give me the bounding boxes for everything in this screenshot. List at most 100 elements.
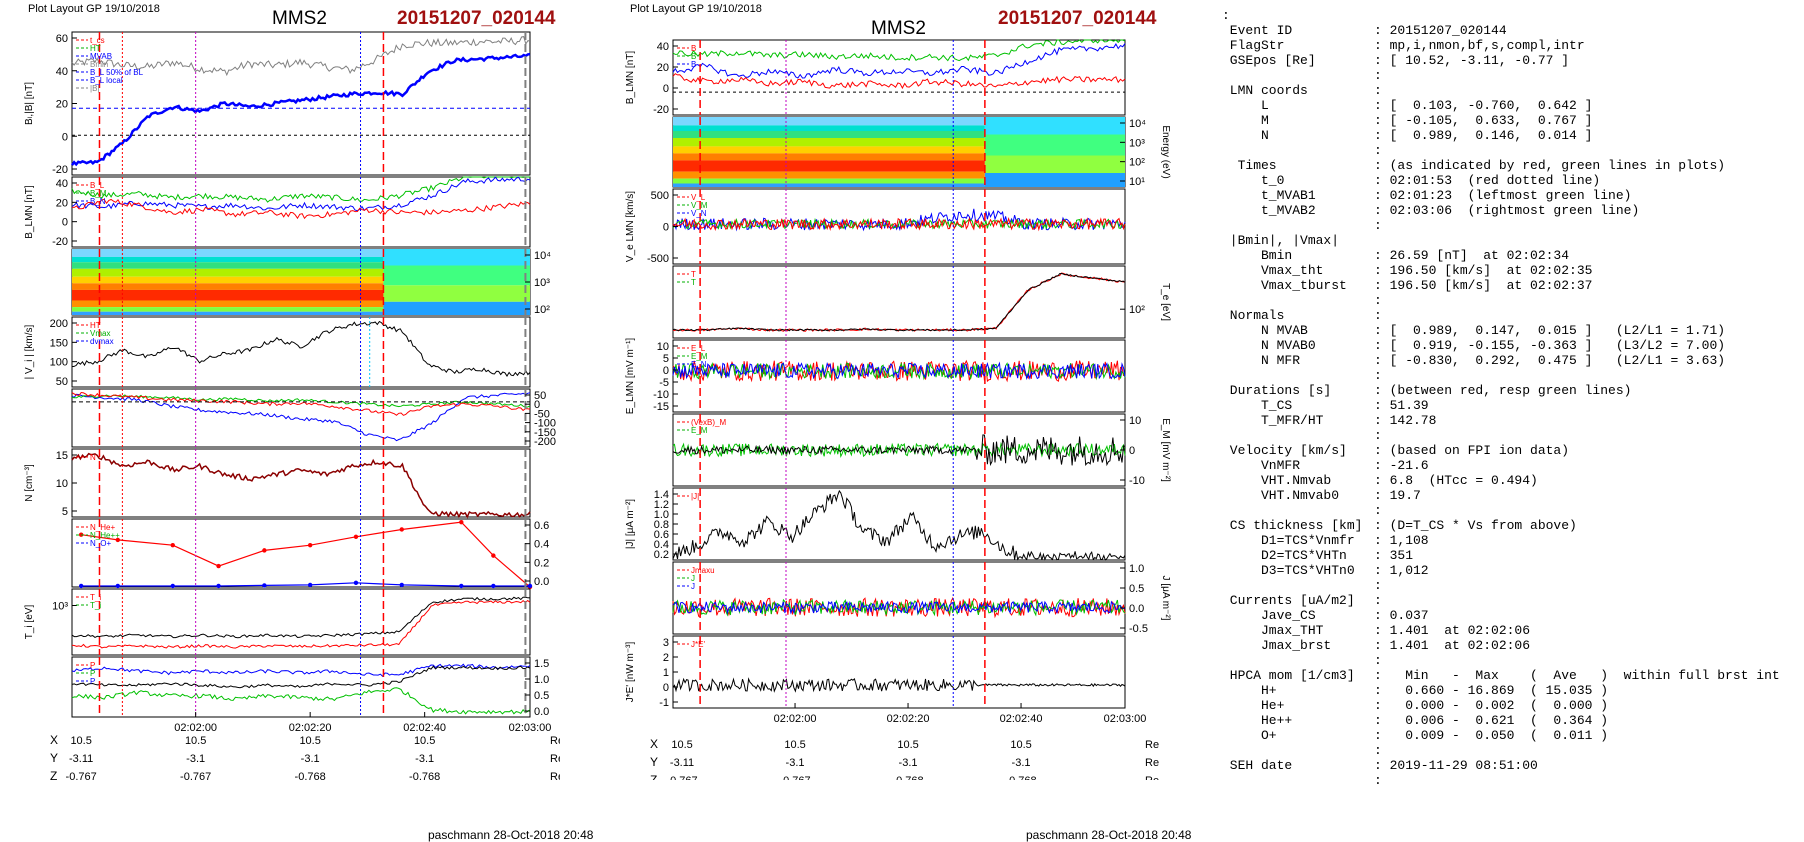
HePP-point [170,542,175,548]
spectrogram-band [984,155,1125,173]
info-value: : (D=T_CS * Vs from above) [1374,518,1577,533]
info-key: Event ID [1222,23,1293,38]
coord-value: 10.5 [414,735,435,747]
info-row: Bmin: 26.59 [nT] at 02:02:34 [1222,248,1780,263]
info-value: : [ -0.105, 0.633, 0.767 ] [1374,113,1593,128]
y-axis-label: V_e LMN [km/s] [625,191,636,262]
y-tick-label: -10 [1129,475,1145,487]
panel-frame [672,265,1126,339]
info-row: Durations [s]: (between red, resp green … [1222,383,1780,398]
info-value: : 02:03:06 (rightmost green line) [1374,203,1640,218]
series-ViL [71,392,531,442]
info-key: t_MVAB1 [1222,188,1316,203]
y-tick-label: 1 [663,667,669,679]
x-tick-label: 02:02:20 [887,713,930,725]
y-tick-label: 40 [56,178,68,190]
series-EN [672,361,1126,381]
panel-frame [672,561,1126,635]
coord-value: 10.5 [299,735,320,747]
info-row: : [1222,743,1780,758]
series-BN [71,198,531,220]
info-row: : [1222,143,1780,158]
info-value: : 1,012 [1374,563,1429,578]
coord-value: -3.11 [670,757,694,769]
y-tick-label: -500 [647,253,669,265]
legend-label: N_He++ [90,531,120,540]
HePP-point [262,548,267,553]
y-tick-label: 1.2 [654,499,669,511]
info-row: D1=TCS*Vnmfr: 1,108 [1222,533,1780,548]
info-value: : mp,i,nmon,bf,s,compl,intr [1374,38,1585,53]
info-key: D2=TCS*VHTn [1222,548,1347,563]
y-axis-label: | V_i | [km/s] [24,324,35,379]
series-ViN [71,391,531,416]
panel-frame [71,316,531,388]
ion-spectrogram [72,249,530,315]
y-tick-label: -15 [653,401,669,413]
panel-frame [71,656,531,718]
Oplus-point [78,583,84,589]
spectrogram-band [673,171,985,179]
info-value: : 0.660 - 16.869 ( 15.035 ) [1374,683,1609,698]
spectrogram-band [383,265,530,286]
info-key: Times [1222,158,1277,173]
info-value: : [1374,308,1382,323]
y-tick-label: -1 [659,697,669,709]
info-value: : [1374,293,1382,308]
info-row: FlagStr: mp,i,nmon,bf,s,compl,intr [1222,38,1780,53]
panel-ni: 0.60.40.20.0N_i [cm⁻³]N_He+N_He++N_O+ [71,518,549,590]
series-B2 [672,42,1126,79]
coord-value: 10.5 [671,739,692,751]
info-value: : 6.8 (HTcc = 0.494) [1374,473,1538,488]
info-key: Normals [1222,308,1285,323]
series-Pb [71,663,531,678]
y-axis-label: E_M [mV m⁻²] [1160,418,1171,482]
y-tick-label: 20 [56,99,68,111]
info-value: : [1374,578,1382,593]
series-JE [672,677,1126,693]
y-tick-label: -20 [653,104,669,116]
coord-value: -0.767 [66,771,97,780]
info-key: O+ [1222,728,1277,743]
y-tick-label: 10⁴ [534,250,551,262]
Oplus-point [307,582,313,588]
legend-label: Vmax [90,329,110,338]
y-axis-label: Energy (eV) [1160,125,1171,178]
info-key: LMN coords [1222,83,1308,98]
legend-label: E_M [691,426,708,435]
legend-label: P [90,677,95,686]
middle-event-label: 20151207_020144 [998,8,1157,29]
HePP-point [459,519,464,525]
Oplus-point [115,583,121,589]
y-tick-label: -20 [52,236,68,248]
series-JN [672,600,1126,615]
legend-label: Bmin [90,60,108,69]
spectrogram-band [984,173,1125,187]
y-tick-label: 10 [1129,415,1141,427]
info-key [1222,293,1374,308]
spectrogram-band [383,249,530,266]
x-tick-label: 02:03:00 [509,722,552,734]
panel-em: 10 0 -10 E_M [mV m⁻²] (VexB)_ME_M [672,413,1171,487]
info-row: Velocity [km/s]: (based on FPI ion data) [1222,443,1780,458]
legend-label: HT [90,321,101,330]
y-axis-label: T_e [eV] [1160,283,1171,321]
series-Ti [71,596,531,639]
info-key: GSEpos [Re] [1222,53,1316,68]
info-row: VnMFR: -21.6 [1222,458,1780,473]
y-tick-label: 0.2 [654,549,669,561]
coord-unit: Re [1145,757,1159,769]
info-row: Jave_CS: 0.037 [1222,608,1780,623]
HePP-point [353,534,359,539]
legend-label: V_L [691,193,706,202]
y-tick-label: 40 [56,66,68,78]
info-value: : 51.39 [1374,398,1429,413]
panel-blmn: 40 20 0 -20 B_LMN [nT] B_LB_MB_N [24,176,531,248]
y-tick-label: 0.5 [1129,583,1144,595]
info-key [1222,143,1374,158]
info-row: : [1222,503,1780,518]
y-tick-label: 0.6 [534,520,549,532]
y-tick-label: 10² [1129,304,1145,316]
